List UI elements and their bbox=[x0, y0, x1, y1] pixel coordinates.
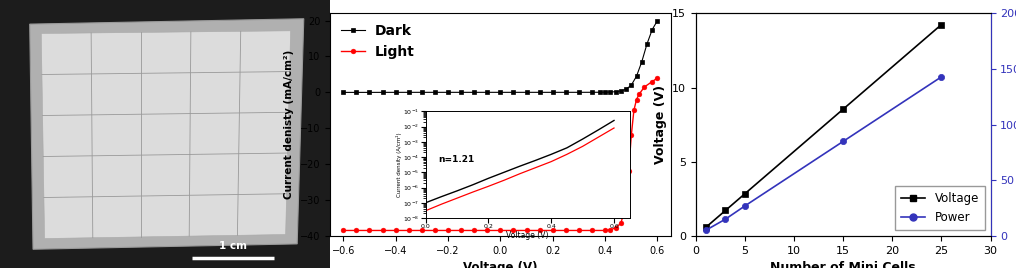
FancyBboxPatch shape bbox=[0, 0, 330, 268]
Light bbox=[573, 229, 585, 232]
Light bbox=[599, 229, 612, 232]
Light bbox=[651, 76, 663, 80]
Polygon shape bbox=[29, 19, 304, 249]
Light bbox=[429, 229, 441, 232]
Dark bbox=[615, 89, 627, 92]
Dark bbox=[389, 91, 401, 94]
Light bbox=[618, 213, 630, 216]
Dark bbox=[636, 60, 648, 64]
Dark bbox=[429, 91, 441, 94]
X-axis label: Number of Mini Cells: Number of Mini Cells bbox=[770, 261, 916, 268]
Dark bbox=[520, 91, 532, 94]
Line: Light: Light bbox=[340, 76, 660, 233]
Light bbox=[364, 229, 376, 232]
Voltage bbox=[700, 226, 712, 229]
Light bbox=[494, 229, 506, 232]
Dark bbox=[599, 91, 612, 94]
Voltage bbox=[739, 192, 751, 195]
Light bbox=[586, 229, 598, 232]
Light bbox=[547, 229, 559, 232]
Dark bbox=[468, 91, 481, 94]
Light bbox=[623, 170, 635, 173]
Light bbox=[389, 229, 401, 232]
Dark bbox=[560, 91, 572, 94]
Text: 1 cm: 1 cm bbox=[218, 241, 247, 251]
Light bbox=[615, 222, 627, 225]
Dark bbox=[610, 90, 622, 93]
Dark bbox=[651, 19, 663, 22]
Light bbox=[351, 229, 363, 232]
X-axis label: Voltage (V): Voltage (V) bbox=[463, 261, 537, 268]
Light bbox=[377, 229, 389, 232]
Light bbox=[560, 229, 572, 232]
Light bbox=[638, 85, 650, 88]
Dark bbox=[593, 91, 606, 94]
Light bbox=[468, 229, 481, 232]
Light bbox=[507, 229, 519, 232]
Dark bbox=[364, 91, 376, 94]
Power bbox=[719, 218, 732, 221]
Y-axis label: Current denisty (mA/cm²): Current denisty (mA/cm²) bbox=[284, 50, 295, 199]
Dark bbox=[351, 91, 363, 94]
Light bbox=[442, 229, 454, 232]
Dark bbox=[533, 91, 546, 94]
Line: Voltage: Voltage bbox=[703, 21, 945, 230]
Light bbox=[533, 229, 546, 232]
Light bbox=[633, 92, 645, 96]
Light bbox=[482, 229, 494, 232]
Legend: Voltage, Power: Voltage, Power bbox=[895, 186, 985, 230]
Line: Power: Power bbox=[703, 74, 945, 233]
Power bbox=[739, 204, 751, 207]
Dark bbox=[646, 28, 658, 31]
Dark bbox=[625, 84, 637, 87]
Voltage bbox=[936, 23, 948, 26]
Power bbox=[936, 75, 948, 79]
Dark bbox=[442, 91, 454, 94]
Dark bbox=[573, 91, 585, 94]
Light bbox=[520, 229, 532, 232]
Light bbox=[630, 98, 642, 101]
Light bbox=[628, 109, 640, 112]
Dark bbox=[630, 75, 642, 78]
Voltage bbox=[719, 209, 732, 212]
Light bbox=[610, 226, 622, 230]
Dark bbox=[605, 90, 617, 94]
Light bbox=[625, 134, 637, 137]
Y-axis label: Voltage (V): Voltage (V) bbox=[653, 85, 666, 164]
Light bbox=[605, 228, 617, 231]
Light bbox=[416, 229, 428, 232]
Light bbox=[337, 229, 350, 232]
Dark bbox=[586, 91, 598, 94]
Dark bbox=[494, 91, 506, 94]
Dark bbox=[377, 91, 389, 94]
Dark bbox=[641, 42, 653, 46]
Legend: Dark, Light: Dark, Light bbox=[336, 20, 419, 62]
Light bbox=[455, 229, 467, 232]
Power bbox=[837, 140, 849, 143]
Voltage bbox=[837, 107, 849, 111]
Dark bbox=[620, 88, 632, 91]
Polygon shape bbox=[42, 31, 291, 239]
Power bbox=[700, 229, 712, 232]
Dark bbox=[402, 91, 415, 94]
Dark bbox=[337, 91, 350, 94]
Light bbox=[646, 80, 658, 83]
Dark bbox=[507, 91, 519, 94]
Dark bbox=[455, 91, 467, 94]
Dark bbox=[482, 91, 494, 94]
Line: Dark: Dark bbox=[341, 18, 659, 95]
Dark bbox=[416, 91, 428, 94]
Dark bbox=[547, 91, 559, 94]
Light bbox=[620, 195, 632, 198]
Light bbox=[402, 229, 415, 232]
